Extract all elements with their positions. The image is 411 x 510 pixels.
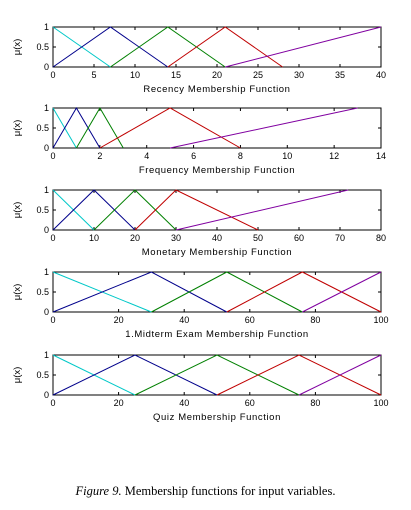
x-tick-label: 40: [179, 398, 189, 408]
membership-series-5: [298, 354, 382, 396]
figure-caption: Figure 9. Membership functions for input…: [0, 484, 411, 499]
plot-frame: [52, 354, 382, 396]
x-tick-label: 60: [245, 398, 255, 408]
chart-panel-5: 0 20 40 60 80 100 0 0.5 1 Quiz Membership Functio…: [12, 350, 389, 423]
membership-series-3: [151, 271, 303, 313]
x-tick-label: 50: [253, 233, 263, 243]
y-axis-label: μ(x): [12, 202, 23, 219]
x-tick-label: 20: [212, 70, 222, 80]
membership-series-4: [167, 26, 283, 68]
x-tick-label: 14: [376, 151, 386, 161]
x-tick-label: 10: [89, 233, 99, 243]
x-tick-label: 25: [253, 70, 263, 80]
x-tick-label: 20: [114, 315, 124, 325]
membership-series-2: [52, 354, 218, 396]
y-tick-label: 0.5: [36, 123, 49, 133]
y-tick-label: 1: [44, 185, 49, 195]
x-tick-label: 2: [97, 151, 102, 161]
chart-panel-2: 0 2 4 6 8 10 12 14 0 0.5 1 Frequency Membership Fun…: [12, 103, 386, 176]
x-tick-label: 35: [335, 70, 345, 80]
x-tick-label: 0: [50, 315, 55, 325]
membership-series-5: [225, 26, 382, 68]
y-axis-label: μ(x): [12, 39, 23, 56]
x-tick-label: 8: [238, 151, 243, 161]
chart-panel-1: 0 5 10 15 20 25 30 35 40 0 0.5 1 Recency Membership …: [12, 22, 386, 95]
y-tick-label: 1: [44, 267, 49, 277]
chart-panel-4: 0 20 40 60 80 100 0 0.5 1 1.Midterm Exam Membersh…: [12, 267, 389, 340]
x-tick-label: 12: [329, 151, 339, 161]
x-tick-label: 10: [130, 70, 140, 80]
y-tick-label: 0: [44, 307, 49, 317]
membership-series-3: [75, 107, 124, 149]
y-tick-label: 0.5: [36, 370, 49, 380]
x-axis-label: Recency Membership Function: [143, 84, 290, 95]
x-tick-label: 100: [373, 398, 388, 408]
y-tick-label: 0.5: [36, 42, 49, 52]
x-tick-label: 0: [50, 233, 55, 243]
x-axis-label: Monetary Membership Function: [142, 247, 292, 258]
x-tick-label: 60: [294, 233, 304, 243]
membership-series-5: [175, 189, 349, 231]
y-tick-label: 0.5: [36, 287, 49, 297]
x-tick-label: 0: [50, 151, 55, 161]
y-tick-label: 0: [44, 143, 49, 153]
membership-series-2: [52, 271, 228, 313]
y-tick-label: 0: [44, 390, 49, 400]
x-tick-label: 15: [171, 70, 181, 80]
membership-series-2: [52, 26, 169, 68]
membership-series-5: [169, 107, 358, 149]
membership-series-3: [93, 189, 177, 231]
x-tick-label: 80: [376, 233, 386, 243]
y-tick-label: 1: [44, 350, 49, 360]
membership-series-4: [134, 189, 259, 231]
x-tick-label: 60: [245, 315, 255, 325]
x-axis-label: Frequency Membership Function: [139, 165, 295, 176]
y-axis-label: μ(x): [12, 367, 23, 384]
x-tick-label: 30: [171, 233, 181, 243]
y-axis-label: μ(x): [12, 284, 23, 301]
x-tick-label: 20: [114, 398, 124, 408]
membership-series-2: [52, 107, 101, 149]
membership-series-3: [134, 354, 300, 396]
x-tick-label: 4: [144, 151, 149, 161]
x-tick-label: 40: [179, 315, 189, 325]
y-tick-label: 0: [44, 225, 49, 235]
membership-series-4: [99, 107, 241, 149]
x-tick-label: 20: [130, 233, 140, 243]
x-tick-label: 40: [212, 233, 222, 243]
membership-series-5: [302, 271, 382, 313]
membership-series-4: [216, 354, 382, 396]
membership-series-3: [110, 26, 226, 68]
x-tick-label: 30: [294, 70, 304, 80]
y-tick-label: 0: [44, 62, 49, 72]
plot-frame: [52, 271, 382, 313]
figure-caption-label: Figure 9.: [75, 484, 122, 498]
x-tick-label: 80: [310, 315, 320, 325]
membership-series-4: [226, 271, 382, 313]
x-axis-label: Quiz Membership Function: [153, 412, 281, 423]
x-tick-label: 0: [50, 70, 55, 80]
y-tick-label: 1: [44, 22, 49, 32]
x-tick-label: 100: [373, 315, 388, 325]
x-tick-label: 5: [91, 70, 96, 80]
figure-caption-text: Membership functions for input variables…: [124, 484, 336, 498]
x-tick-label: 0: [50, 398, 55, 408]
x-tick-label: 6: [191, 151, 196, 161]
y-axis-label: μ(x): [12, 120, 23, 137]
x-tick-label: 40: [376, 70, 386, 80]
x-tick-label: 70: [335, 233, 345, 243]
plot-frame: [52, 26, 382, 68]
x-axis-label: 1.Midterm Exam Membership Function: [125, 329, 309, 340]
membership-series-2: [52, 189, 136, 231]
x-tick-label: 80: [310, 398, 320, 408]
x-tick-label: 10: [282, 151, 292, 161]
chart-panel-3: 0 10 20 30 40 50 60 70 80 0 0.5 1 Monetary Membershi…: [12, 185, 386, 258]
y-tick-label: 1: [44, 103, 49, 113]
y-tick-label: 0.5: [36, 205, 49, 215]
